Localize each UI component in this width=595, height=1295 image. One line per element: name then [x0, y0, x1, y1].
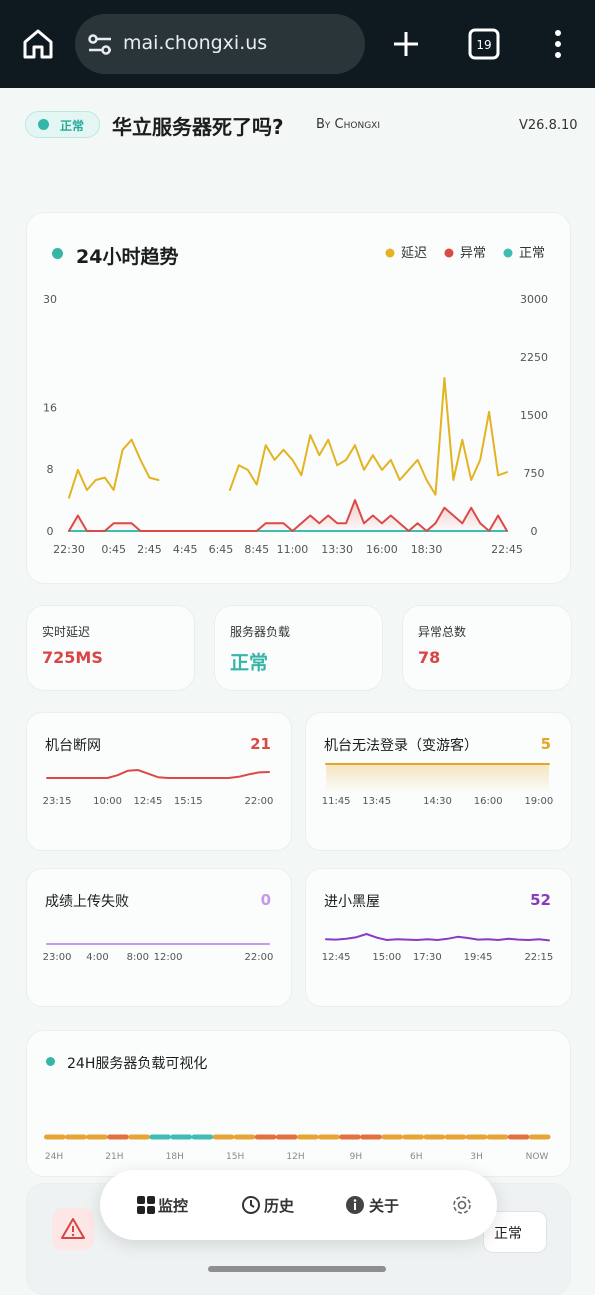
status-badge-text: 正常	[494, 1226, 522, 1242]
incident-card: 机台断网 21	[26, 712, 292, 851]
incident-total: 5	[540, 735, 551, 753]
stat-value: 正常	[230, 652, 269, 674]
incident-total: 21	[250, 735, 271, 753]
load-title: 24H服务器负载可视化	[67, 1056, 208, 1072]
stat-label: 异常总数	[418, 625, 467, 639]
warning-icon	[61, 1218, 85, 1239]
nav-item[interactable]: 关于	[369, 1197, 400, 1215]
incident-total: 52	[530, 891, 551, 909]
status-pill: 正常	[25, 111, 100, 138]
status-dot	[38, 119, 49, 130]
incident-total: 0	[260, 891, 271, 909]
warning-box	[52, 1208, 94, 1250]
chart-title: 24小时趋势	[76, 246, 179, 268]
incident-card: 成绩上传失败 0	[26, 868, 292, 1007]
incident-card: 进小黑屋 52	[305, 868, 572, 1007]
about-icon	[346, 1196, 364, 1214]
nav-item[interactable]: 监控	[158, 1197, 189, 1215]
status-text: 正常	[60, 119, 85, 133]
history-icon	[242, 1196, 260, 1214]
trend-card: 24小时趋势	[26, 212, 571, 584]
home-indicator	[208, 1266, 386, 1272]
tabs-button[interactable]: 19	[468, 28, 500, 60]
browser-bar: mai.chongxi.us 19	[0, 0, 595, 88]
new-tab-icon[interactable]	[392, 30, 420, 58]
incident-card: 机台无法登录（变游客） 5	[305, 712, 572, 851]
stat-value: 725MS	[42, 648, 103, 667]
site-settings-icon[interactable]	[87, 34, 113, 56]
status-badge: 正常	[483, 1211, 547, 1253]
stat-label: 服务器负载	[230, 625, 291, 639]
nav-item[interactable]: 历史	[264, 1197, 295, 1215]
incident-title: 成绩上传失败	[45, 894, 129, 910]
url-text: mai.chongxi.us	[123, 32, 268, 54]
settings-icon[interactable]	[451, 1194, 473, 1216]
url-bar[interactable]: mai.chongxi.us	[75, 14, 365, 74]
stat-card: 异常总数 78	[402, 605, 572, 691]
bottom-nav: 监控 历史 关于	[100, 1170, 497, 1240]
title-dot	[52, 248, 63, 259]
page-title: 华立服务器死了吗?	[112, 115, 284, 139]
home-icon[interactable]	[22, 28, 54, 60]
incident-title: 机台断网	[45, 738, 101, 754]
load-card: 24H服务器负载可视化	[26, 1030, 571, 1177]
incident-title: 进小黑屋	[324, 894, 380, 910]
author: By Chongxi	[316, 117, 381, 132]
monitor-icon	[137, 1196, 155, 1214]
tab-count: 19	[476, 38, 491, 52]
title-dot	[46, 1057, 55, 1066]
stat-card: 服务器负载 正常	[214, 605, 383, 691]
stat-label: 实时延迟	[42, 625, 91, 639]
version: V26.8.10	[519, 118, 578, 133]
menu-icon[interactable]	[548, 28, 568, 60]
stat-card: 实时延迟 725MS	[26, 605, 195, 691]
stat-value: 78	[418, 648, 441, 667]
incident-title: 机台无法登录（变游客）	[324, 738, 478, 754]
